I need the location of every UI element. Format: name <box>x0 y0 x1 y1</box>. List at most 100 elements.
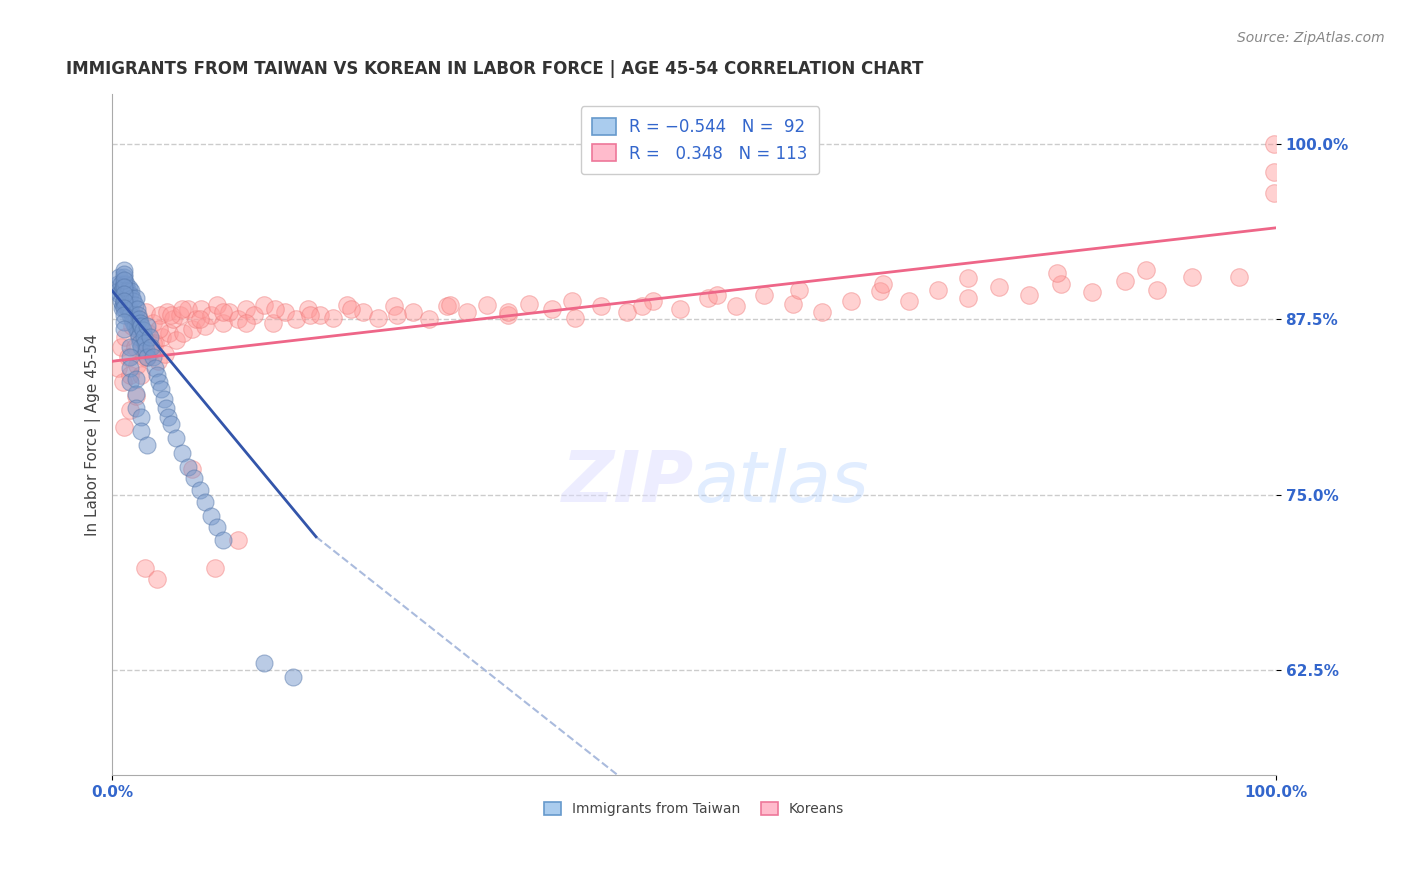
Point <box>401 305 423 319</box>
Point <box>127 326 149 340</box>
Point <box>281 670 304 684</box>
Point <box>118 350 141 364</box>
Point <box>697 291 720 305</box>
Point <box>165 432 187 446</box>
Point <box>172 326 194 340</box>
Point <box>418 312 440 326</box>
Point <box>110 277 132 291</box>
Point <box>112 293 135 308</box>
Point <box>152 392 174 406</box>
Point <box>235 316 257 330</box>
Point <box>253 298 276 312</box>
Point <box>135 343 157 357</box>
Point <box>118 368 141 383</box>
Point <box>131 410 153 425</box>
Point <box>111 376 134 390</box>
Point <box>643 293 665 308</box>
Point <box>117 284 139 298</box>
Point <box>125 359 148 373</box>
Point <box>956 291 979 305</box>
Point <box>152 330 174 344</box>
Point <box>987 280 1010 294</box>
Point <box>782 296 804 310</box>
Point <box>138 326 160 340</box>
Point <box>118 288 141 302</box>
Point <box>117 350 139 364</box>
Point <box>456 305 478 319</box>
Point <box>138 330 160 344</box>
Point <box>112 286 135 301</box>
Point <box>194 494 217 508</box>
Point <box>1114 274 1136 288</box>
Point <box>839 293 862 308</box>
Point <box>496 308 519 322</box>
Point <box>114 286 136 301</box>
Point <box>336 298 359 312</box>
Point <box>264 302 287 317</box>
Point <box>235 302 257 317</box>
Point <box>517 296 540 310</box>
Point <box>194 319 217 334</box>
Point <box>124 298 146 312</box>
Point <box>188 312 211 326</box>
Point <box>111 284 134 298</box>
Text: atlas: atlas <box>695 448 869 517</box>
Point <box>226 312 249 326</box>
Point <box>145 336 167 351</box>
Point <box>112 315 135 329</box>
Point <box>125 322 148 336</box>
Point <box>188 483 211 498</box>
Point <box>212 533 235 547</box>
Point <box>146 354 169 368</box>
Point <box>367 310 389 325</box>
Point <box>1146 283 1168 297</box>
Point <box>262 316 284 330</box>
Point <box>120 305 142 319</box>
Point <box>111 298 134 312</box>
Point <box>165 333 187 347</box>
Point <box>129 316 152 330</box>
Point <box>204 560 226 574</box>
Point <box>172 445 194 459</box>
Point <box>125 291 148 305</box>
Point <box>131 333 153 347</box>
Point <box>112 277 135 291</box>
Point <box>112 293 135 308</box>
Point <box>131 425 153 439</box>
Point <box>115 293 138 308</box>
Point <box>589 300 612 314</box>
Point <box>131 368 153 383</box>
Point <box>706 288 728 302</box>
Point <box>787 283 810 297</box>
Point <box>162 312 184 326</box>
Point <box>872 277 894 291</box>
Point <box>112 420 135 434</box>
Point <box>183 471 205 485</box>
Text: Source: ZipAtlas.com: Source: ZipAtlas.com <box>1237 31 1385 45</box>
Point <box>200 508 222 523</box>
Point <box>139 340 162 354</box>
Y-axis label: In Labor Force | Age 45-54: In Labor Force | Age 45-54 <box>86 334 101 536</box>
Point <box>107 277 129 291</box>
Point <box>439 298 461 312</box>
Point <box>124 319 146 334</box>
Text: IMMIGRANTS FROM TAIWAN VS KOREAN IN LABOR FORCE | AGE 45-54 CORRELATION CHART: IMMIGRANTS FROM TAIWAN VS KOREAN IN LABO… <box>66 60 924 78</box>
Point <box>112 263 135 277</box>
Point <box>205 298 228 312</box>
Point <box>145 361 167 376</box>
Point <box>135 305 157 319</box>
Point <box>124 340 146 354</box>
Point <box>128 312 150 326</box>
Text: ZIP: ZIP <box>562 448 695 517</box>
Point <box>157 326 180 340</box>
Point <box>108 286 131 301</box>
Point <box>387 308 409 322</box>
Point <box>150 382 173 396</box>
Point <box>136 319 159 334</box>
Point <box>226 533 249 547</box>
Legend: Immigrants from Taiwan, Koreans: Immigrants from Taiwan, Koreans <box>537 795 851 823</box>
Point <box>121 312 143 326</box>
Point <box>125 312 148 326</box>
Point <box>142 350 165 364</box>
Point <box>561 293 583 308</box>
